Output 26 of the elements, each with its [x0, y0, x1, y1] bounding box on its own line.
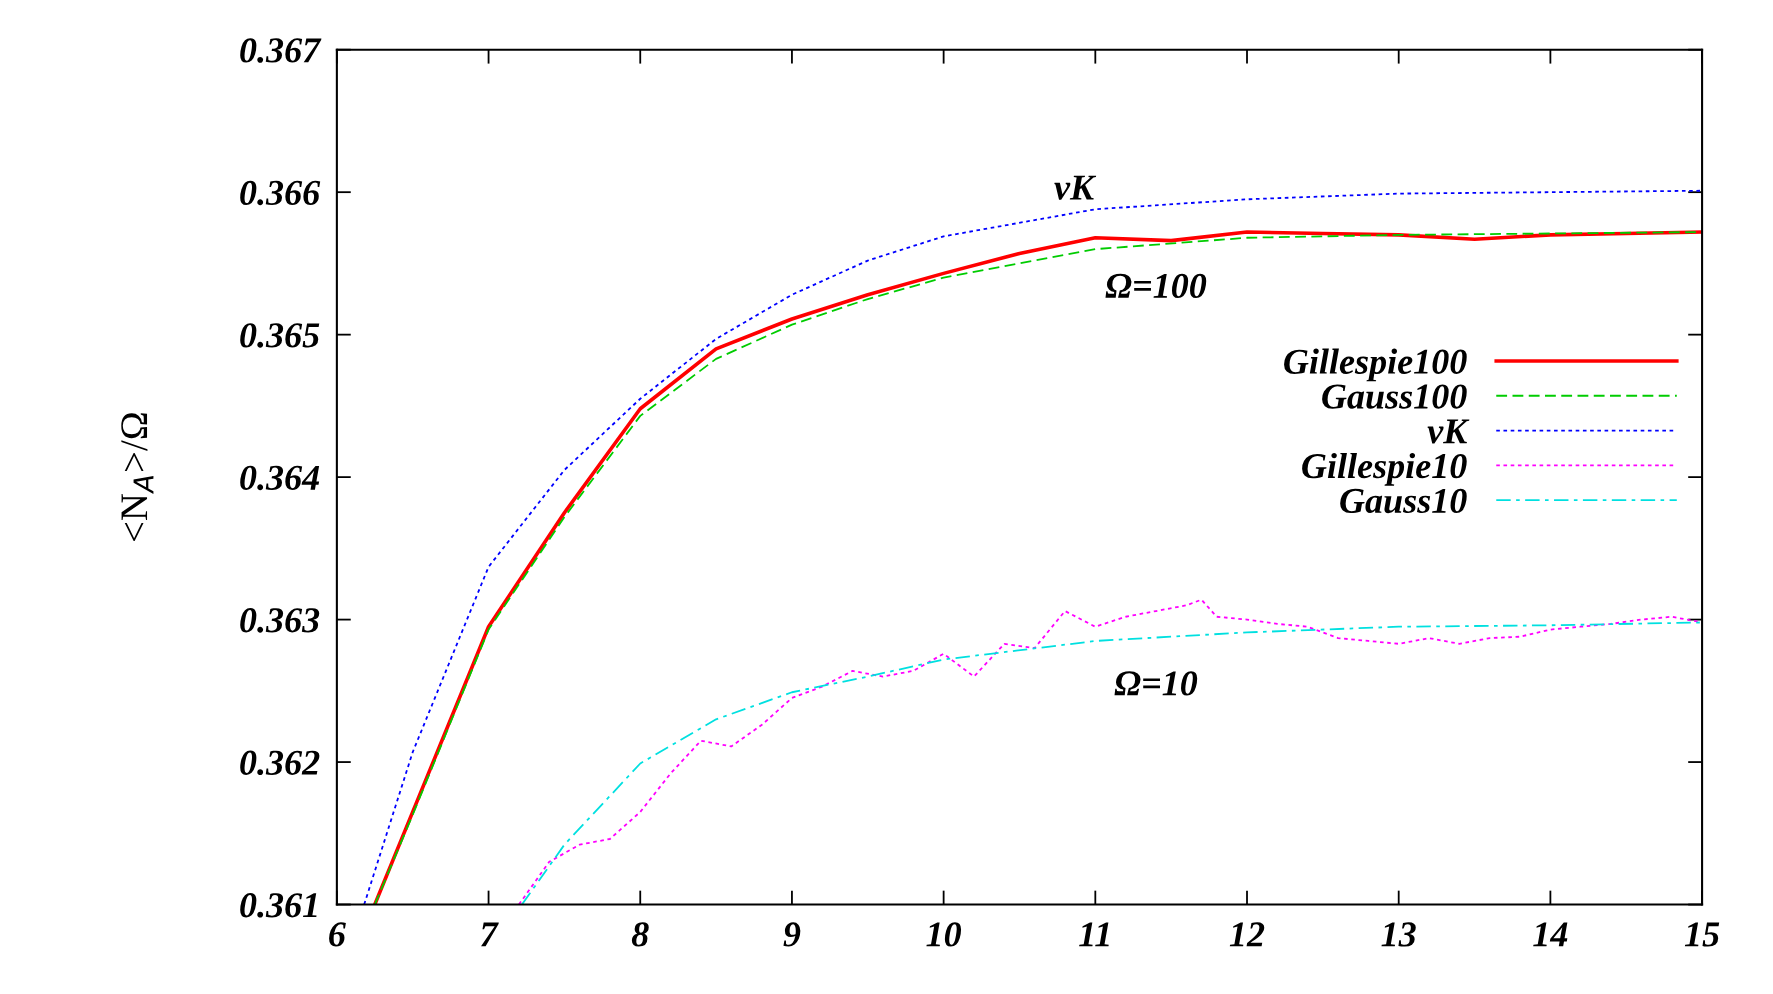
x-tick-label: 10	[926, 922, 962, 947]
legend-label: vK	[1427, 419, 1470, 444]
x-tick-label: 12	[1229, 922, 1265, 947]
y-axis-title: <N$_{A}$>/Ω	[121, 413, 154, 542]
y-tick-label: 0.362	[240, 750, 320, 776]
legend-label: Gillespie10	[1302, 452, 1467, 486]
x-tick-label: 9	[783, 922, 801, 947]
x-tick-label: 8	[631, 922, 649, 947]
x-tick-label: 15	[1684, 922, 1720, 947]
y-tick-label: 0.364	[240, 465, 320, 491]
x-tick-label: 13	[1381, 922, 1416, 947]
legend-label: Gauss10	[1340, 488, 1467, 514]
legend-label: Gillespie100	[1284, 348, 1467, 382]
annotation: Ω=100	[1105, 273, 1207, 299]
x-tick-label: 6	[329, 922, 346, 947]
y-tick-label: 0.366	[240, 180, 321, 206]
annotation: vK	[1054, 175, 1097, 200]
x-tick-label: 7	[481, 922, 499, 947]
y-tick-label: 0.363	[240, 608, 320, 633]
legend-label: Gauss100	[1322, 384, 1467, 409]
annotation: Ω=10	[1114, 671, 1198, 696]
y-tick-label: 0.361	[240, 893, 317, 918]
x-tick-label: 14	[1533, 922, 1568, 947]
x-tick-label: 11	[1079, 922, 1109, 947]
y-tick-label: 0.367	[240, 38, 322, 63]
y-tick-label: 0.365	[240, 323, 320, 348]
